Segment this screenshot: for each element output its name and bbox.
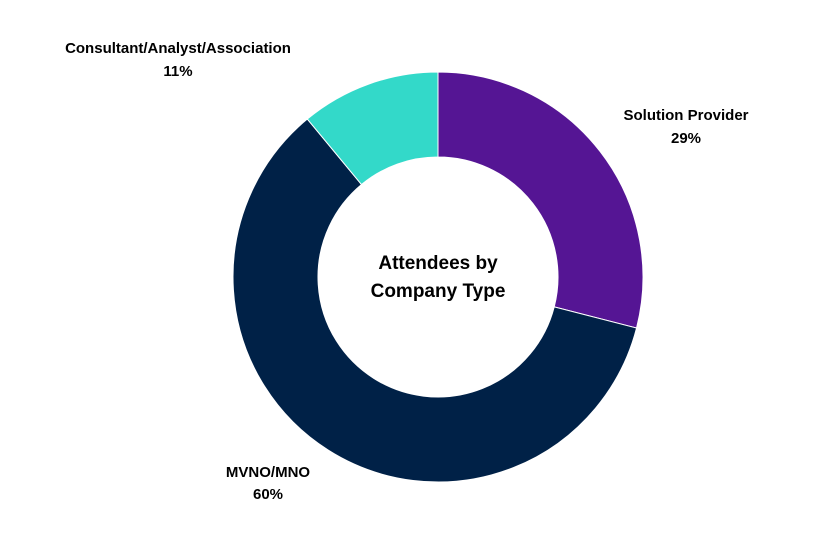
slice-label-2: MVNO/MNO — [226, 464, 310, 481]
chart-title-line-1: Attendees by — [378, 253, 498, 274]
slice-consultant-analyst-association — [306, 71, 439, 186]
slice-label-1: Solution Provider — [623, 107, 748, 124]
chart-title-line-2: Company Type — [371, 281, 506, 302]
slice-label-3: Consultant/Analyst/Association — [65, 40, 291, 57]
slice-labels: Solution Provider 29% MVNO/MNO 60% Consultan… — [65, 40, 749, 503]
slice-value-2: 60% — [253, 486, 283, 503]
slice-value-1: 29% — [671, 130, 701, 147]
slice-solution-provider — [437, 71, 644, 329]
slice-mvno-mno — [232, 118, 638, 483]
slice-value-3: 11% — [163, 63, 192, 80]
donut-slices — [232, 71, 644, 483]
